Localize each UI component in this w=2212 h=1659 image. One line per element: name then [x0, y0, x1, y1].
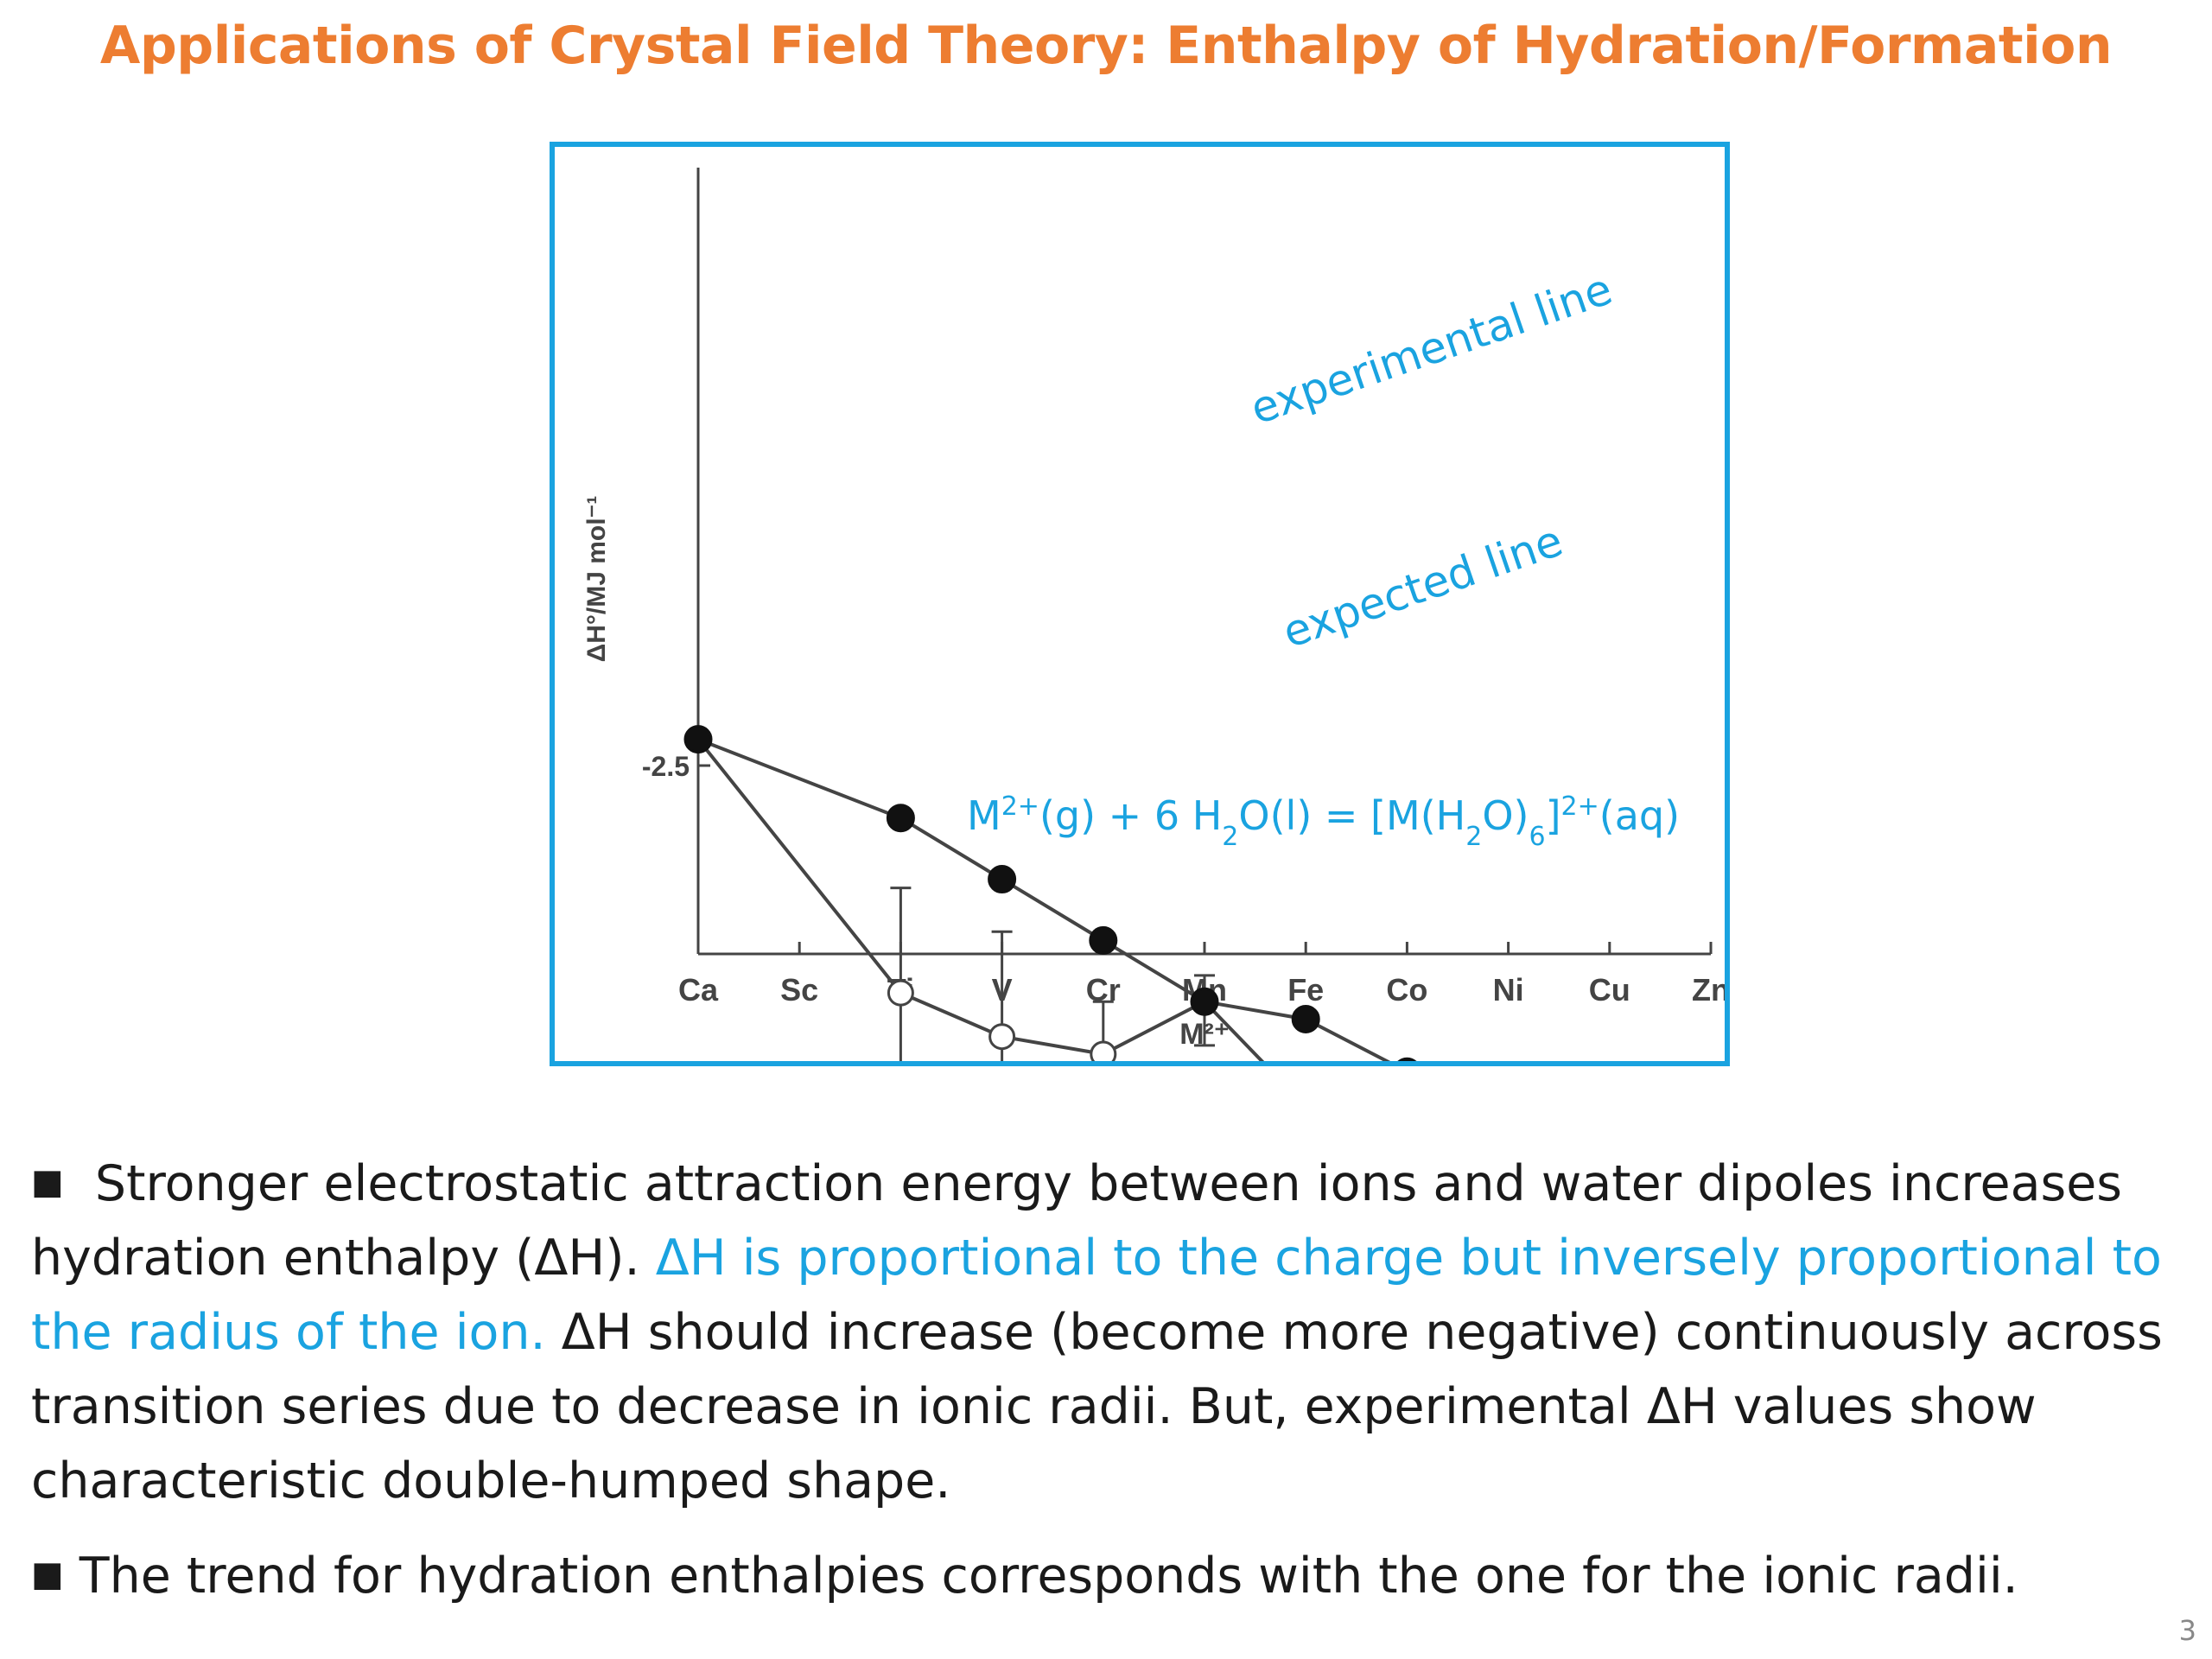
reaction-equation: M2+(g) + 6 H2O(l) = [M(H2O)6]2+(aq) [967, 791, 1680, 852]
x-tick-label: Zn [1692, 972, 1725, 1007]
bullet-item: ■ Stronger electrostatic attraction ener… [31, 1145, 2174, 1518]
experimental-point [1090, 1040, 1117, 1061]
page-number: 3 [2178, 1614, 2196, 1647]
expected-point [988, 865, 1017, 894]
x-tick-label: Ca [678, 972, 719, 1007]
equation-part: 2 [1465, 822, 1482, 852]
equation-part: 2+ [1001, 791, 1039, 822]
annotation-label-1: expected line [1276, 516, 1568, 658]
equation-part: 2 [1222, 822, 1238, 852]
plot-area: CaScTiVCrMnFeCoNiCuZnM²⁺-3.0-2.5ΔH°/MJ m… [582, 168, 1725, 1061]
expected-point [1397, 1057, 1417, 1061]
equation-part: O(l) = [M(H [1238, 792, 1465, 839]
annotation-label-0: experimental line [1244, 264, 1618, 434]
bullet-text-0: Stronger electrostatic attraction energy… [31, 1155, 2163, 1510]
equation-part: 6 [1529, 822, 1545, 852]
slide-title: Applications of Crystal Field Theory: En… [99, 16, 2113, 76]
equation-part: O) [1482, 792, 1529, 839]
expected-point [1089, 925, 1118, 955]
x-tick-label: Cu [1589, 972, 1630, 1007]
hydration-enthalpy-chart: CaScTiVCrMnFeCoNiCuZnM²⁺-3.0-2.5ΔH°/MJ m… [582, 168, 1725, 1061]
bullet-0-segment-0: Stronger electrostatic attraction energy… [31, 1155, 2122, 1287]
bullet-0-segment-1: ΔH is proportional to the charge but inv… [31, 1230, 2162, 1361]
bullet-item: ■ The trend for hydration enthalpies corr… [31, 1537, 2174, 1613]
equation-part: (g) + 6 H [1039, 792, 1222, 839]
y-tick-label: -2.5 [642, 751, 690, 782]
expected-point [683, 725, 713, 754]
square-bullet-icon: ■ [31, 1554, 64, 1594]
x-tick-label: Co [1386, 972, 1427, 1007]
expected-point [1291, 1004, 1320, 1033]
equation-part: 2+ [1561, 791, 1599, 822]
bullet-list: ■ Stronger electrostatic attraction ener… [31, 1145, 2174, 1613]
x-tick-label: Sc [780, 972, 818, 1007]
experimental-point [887, 979, 914, 1007]
square-bullet-icon: ■ [31, 1162, 64, 1202]
expected-point [886, 804, 915, 833]
equation-part: ] [1546, 792, 1561, 839]
equation-part: M [967, 792, 1001, 839]
y-axis-label: ΔH°/MJ mol⁻¹ [582, 496, 611, 663]
series-line-0 [696, 738, 1265, 1061]
experimental-point [988, 1023, 1016, 1051]
equation-part: (aq) [1599, 792, 1680, 839]
bullet-1-segment-0: The trend for hydration enthalpies corre… [79, 1548, 2018, 1605]
x-tick-label: Fe [1287, 972, 1324, 1007]
series-line-1 [697, 737, 1391, 1061]
expected-point [1190, 987, 1219, 1016]
x-tick-label: Ni [1493, 972, 1524, 1007]
bullet-0-segment-2: ΔH should increase (become more negative… [31, 1304, 2163, 1510]
chart-frame: CaScTiVCrMnFeCoNiCuZnM²⁺-3.0-2.5ΔH°/MJ m… [550, 142, 1730, 1066]
